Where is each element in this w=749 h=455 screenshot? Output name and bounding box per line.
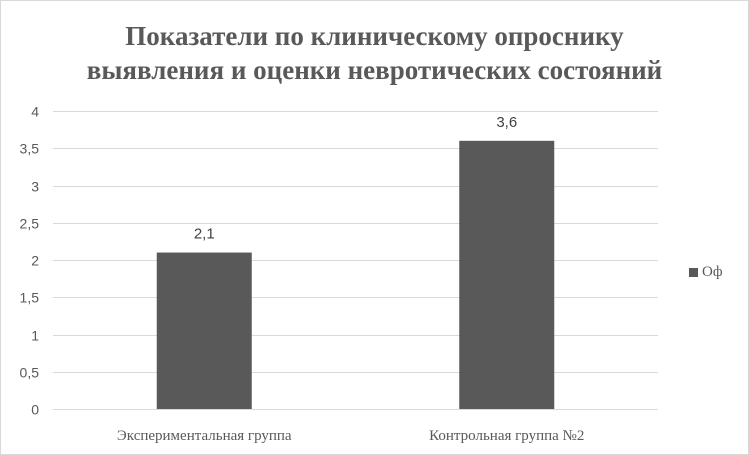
category-label: Контрольная группа №2 <box>429 428 584 444</box>
y-tick-label: 0 <box>31 402 39 418</box>
data-label: 2,1 <box>194 226 215 243</box>
data-label: 3,6 <box>496 114 517 131</box>
bar <box>156 252 252 409</box>
y-tick-label: 3,5 <box>20 141 40 157</box>
legend-label: Оф <box>702 264 723 280</box>
y-tick-label: 2,5 <box>20 216 40 232</box>
legend-swatch <box>689 268 698 277</box>
y-axis-tick-labels: 0 0,5 1 1,5 2 2,5 3 3,5 4 <box>20 104 40 418</box>
chart-title-line-1: Показатели по клиническому опроснику <box>125 21 624 51</box>
gridlines <box>53 111 658 410</box>
chart-title-line-2: выявления и оценки невротических состоян… <box>86 55 663 85</box>
chart-title: Показатели по клиническому опроснику выя… <box>1 19 748 87</box>
legend: Оф <box>689 264 723 281</box>
x-axis-category-labels: Экспериментальная группа Контрольная груп… <box>117 428 584 444</box>
data-labels: 2,1 3,6 <box>194 114 517 243</box>
y-tick-label: 2 <box>31 253 39 269</box>
y-tick-label: 0,5 <box>20 365 40 381</box>
category-label: Экспериментальная группа <box>117 428 292 444</box>
bar <box>459 140 555 410</box>
bars <box>156 140 555 410</box>
y-tick-label: 3 <box>31 179 39 195</box>
y-tick-label: 4 <box>31 104 39 120</box>
y-tick-label: 1,5 <box>20 290 40 306</box>
y-tick-label: 1 <box>31 328 39 344</box>
